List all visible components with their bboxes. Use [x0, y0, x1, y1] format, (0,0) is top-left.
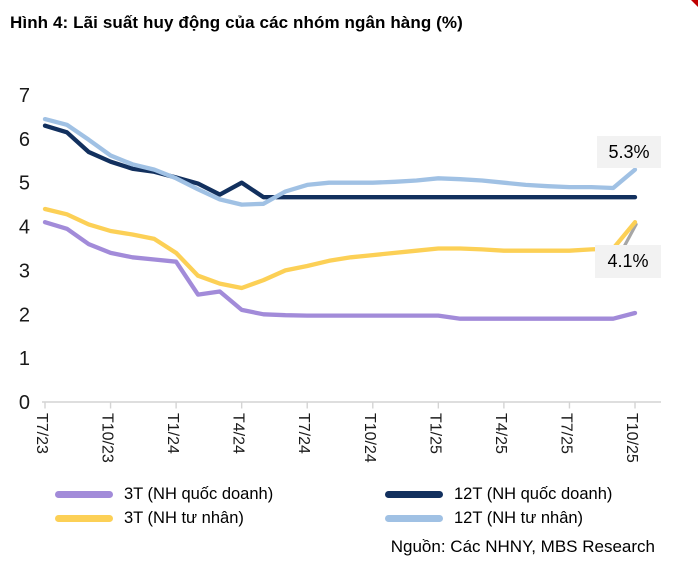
x-tick-label: T1/24: [164, 413, 181, 454]
y-tick-label: 6: [19, 129, 30, 151]
legend-item-12t-quoc-doanh: 12T (NH quốc doanh): [385, 483, 612, 506]
x-tick-label: T4/24: [230, 413, 247, 454]
x-tick-label: T7/23: [33, 413, 50, 454]
x-tick-label: T4/25: [492, 413, 509, 454]
legend: 3T (NH quốc doanh) 12T (NH quốc doanh) 3…: [55, 483, 612, 530]
legend-item-3t-tu-nhan: 3T (NH tư nhân): [55, 507, 385, 530]
x-tick-label: T7/25: [557, 413, 574, 454]
x-tick-label: T1/25: [426, 413, 443, 454]
y-tick-label: 0: [19, 392, 30, 414]
x-tick-label: T10/25: [623, 413, 640, 463]
y-tick-label: 7: [19, 85, 30, 107]
y-tick-label: 4: [19, 217, 30, 239]
y-tick-label: 1: [19, 348, 30, 370]
y-tick-label: 2: [19, 304, 30, 326]
series-line-12t-tu-nhan: [42, 116, 638, 207]
legend-label: 12T (NH tư nhân): [454, 509, 584, 527]
legend-label: 12T (NH quốc doanh): [454, 485, 613, 503]
legend-item-3t-quoc-doanh: 3T (NH quốc doanh): [55, 483, 385, 506]
legend-swatch-yellow-line-icon: [55, 515, 113, 522]
x-tick-label: T10/24: [361, 413, 378, 463]
x-tick-label: T7/24: [295, 413, 312, 454]
end-value-label-3t-tu-nhan: 4.1%: [595, 245, 661, 278]
source-note: Nguồn: Các NHNY, MBS Research: [390, 537, 655, 556]
x-tick-label: T10/23: [99, 413, 116, 463]
cell-comment-marker-icon: [691, 0, 698, 7]
legend-swatch-purple-line-icon: [55, 491, 113, 498]
y-tick-label: 5: [19, 173, 30, 195]
legend-label: 3T (NH tư nhân): [124, 509, 244, 527]
chart-title: Hình 4: Lãi suất huy động của các nhóm n…: [10, 13, 463, 32]
legend-label: 3T (NH quốc doanh): [124, 485, 274, 503]
series-line-3t-quoc-doanh: [42, 220, 638, 321]
legend-swatch-navy-line-icon: [385, 491, 443, 498]
legend-swatch-lightblue-line-icon: [385, 515, 443, 522]
legend-item-12t-tu-nhan: 12T (NH tư nhân): [385, 507, 612, 530]
y-tick-label: 3: [19, 260, 30, 282]
end-value-label-12t-tu-nhan: 5.3%: [597, 136, 661, 168]
series-line-12t-quoc-doanh: [42, 123, 638, 200]
series-line-3t-tu-nhan: [42, 206, 638, 291]
